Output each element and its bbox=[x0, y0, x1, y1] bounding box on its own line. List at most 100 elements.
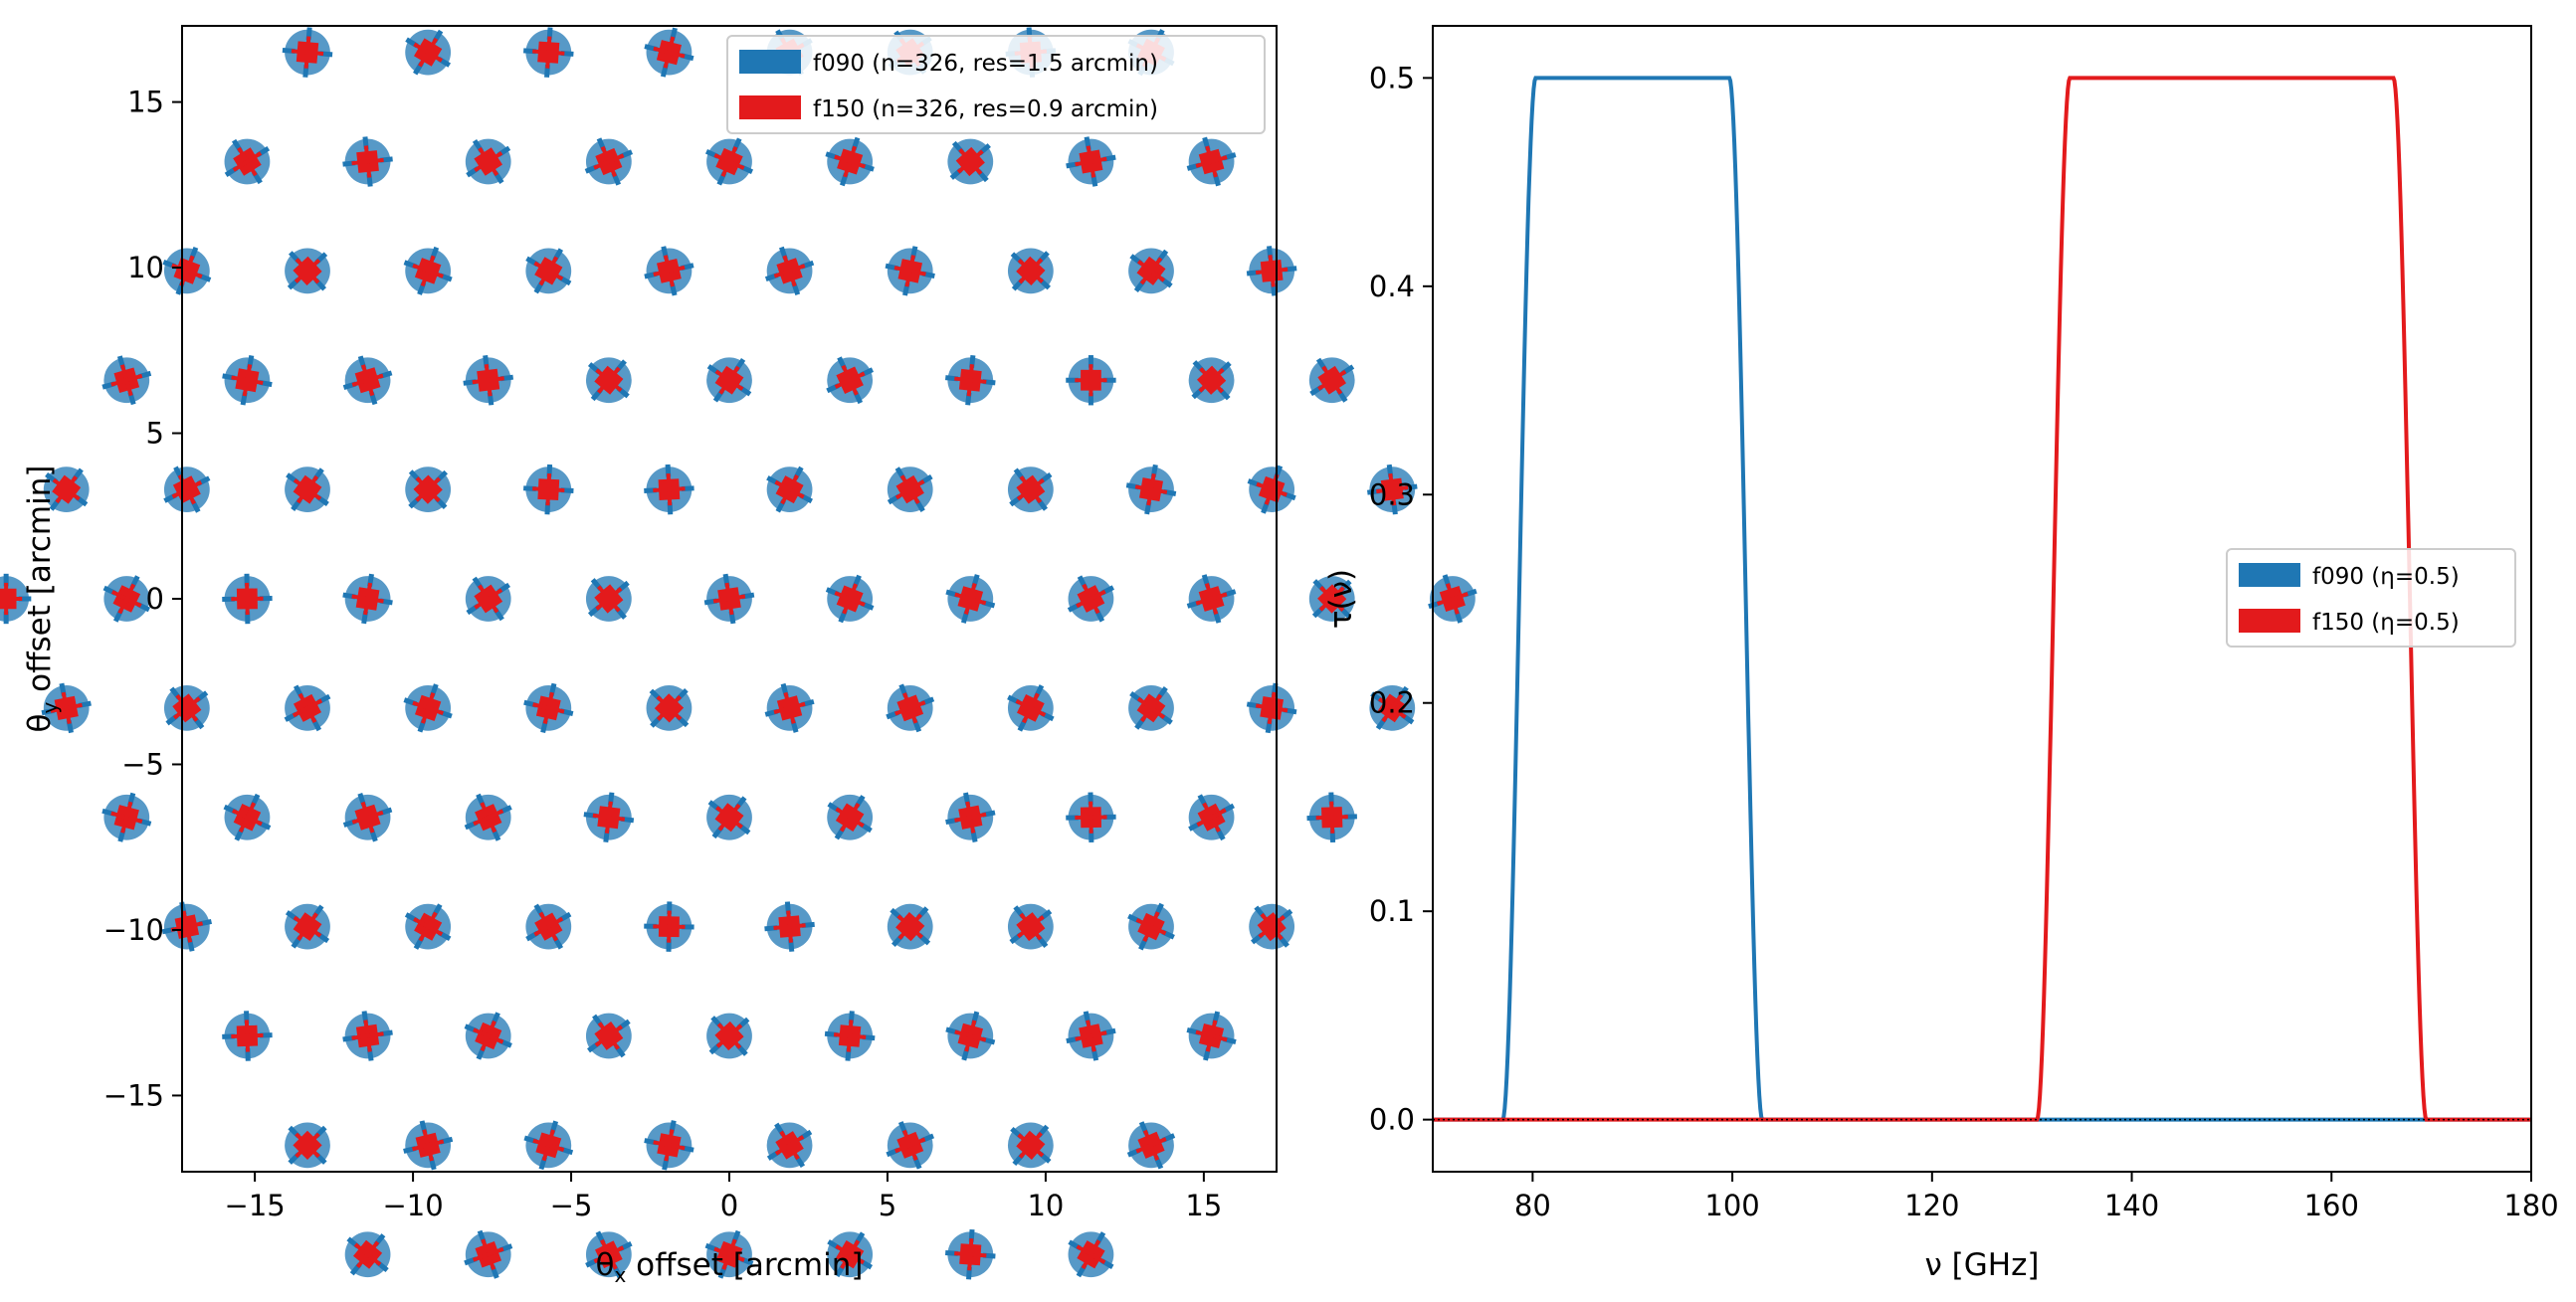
right-y-tick-label: 0.2 bbox=[1369, 686, 1415, 720]
feedhorn bbox=[585, 1230, 633, 1278]
f150-polarization-line bbox=[55, 475, 78, 504]
feedhorn bbox=[1188, 794, 1235, 841]
feedhorn bbox=[945, 1011, 996, 1061]
f150-polarization-line bbox=[1016, 477, 1045, 501]
feedhorn bbox=[1066, 355, 1116, 406]
f150-polarization-line bbox=[664, 1129, 675, 1162]
f150-polarization-line bbox=[667, 910, 672, 943]
feedhorn bbox=[222, 1011, 273, 1061]
feedhorn bbox=[764, 682, 815, 733]
f150-polarization-line bbox=[656, 694, 683, 721]
feedhorn bbox=[465, 576, 511, 622]
feedhorn bbox=[826, 356, 875, 405]
left-y-tick-label: 0 bbox=[146, 582, 164, 616]
f090-legend-label: f090 (n=326, res=1.5 arcmin) bbox=[813, 51, 1158, 77]
feedhorn bbox=[886, 1121, 934, 1170]
feedhorn bbox=[1066, 792, 1116, 842]
feedhorn bbox=[885, 246, 935, 296]
feedhorn bbox=[585, 357, 632, 404]
feedhorn bbox=[522, 27, 574, 78]
feedhorn bbox=[825, 136, 875, 187]
f150-polarization-line bbox=[351, 810, 384, 825]
feedhorn bbox=[1306, 792, 1357, 842]
feedhorn bbox=[161, 901, 213, 952]
right-x-axis-label: ν [GHz] bbox=[1925, 1247, 2040, 1283]
left-x-tick-label: 5 bbox=[879, 1189, 896, 1222]
f150-polarization-line bbox=[653, 265, 686, 277]
feedhorn bbox=[887, 903, 933, 950]
feedhorn bbox=[403, 246, 453, 295]
feedhorn bbox=[944, 354, 996, 406]
right-plot-frame bbox=[1432, 25, 2532, 1173]
feedhorn bbox=[101, 792, 152, 842]
f150-polarization-line bbox=[721, 1238, 737, 1270]
feedhorn bbox=[525, 903, 572, 950]
feedhorn bbox=[1007, 1122, 1054, 1169]
f150-polarization-line bbox=[1376, 485, 1409, 494]
right-x-tick-label: 180 bbox=[2503, 1189, 2558, 1222]
f150-polarization-line bbox=[718, 365, 740, 395]
f150-polarization-line bbox=[774, 1135, 805, 1156]
f150-polarization-line bbox=[351, 157, 384, 166]
f150-legend-label: f150 (n=326, res=0.9 arcmin) bbox=[813, 96, 1158, 122]
feedhorn bbox=[827, 1231, 874, 1278]
feedhorn bbox=[644, 464, 694, 515]
feedhorn bbox=[644, 1120, 694, 1171]
f150-polarization-line bbox=[232, 151, 263, 172]
feedhorn bbox=[886, 683, 935, 733]
f150-polarization-line bbox=[418, 911, 438, 942]
f150-polarization-line bbox=[1076, 589, 1106, 609]
f090-legend-swatch bbox=[739, 50, 801, 74]
f150-polarization-line bbox=[894, 1137, 926, 1154]
f150-polarization-line bbox=[474, 588, 503, 610]
f150-polarization-line bbox=[1195, 592, 1228, 606]
feedhorn bbox=[523, 1120, 574, 1171]
feedhorn bbox=[342, 136, 393, 187]
f150-polarization-line bbox=[1267, 691, 1277, 725]
f150-polarization-line bbox=[1018, 1131, 1043, 1159]
right-x-tick-label: 80 bbox=[1514, 1189, 1551, 1222]
f150-polarization-line bbox=[773, 923, 806, 931]
f150-polarization-line bbox=[839, 803, 861, 833]
f150-polarization-line bbox=[538, 256, 559, 286]
f150-polarization-line bbox=[1381, 693, 1404, 723]
feedhorn bbox=[1246, 682, 1297, 734]
f150-polarization-line bbox=[242, 364, 253, 397]
f150-polarization-line bbox=[172, 696, 201, 720]
feedhorn bbox=[222, 355, 273, 406]
feedhorn bbox=[282, 27, 333, 78]
feedhorn bbox=[764, 246, 815, 296]
left-x-tick-label: 10 bbox=[1027, 1189, 1064, 1222]
left-axis-ticks: −15 −10 −5 0 5 10 15 −15 −10 −5 0 5 10 15 bbox=[103, 86, 1223, 1222]
feedhorn bbox=[706, 1013, 752, 1059]
feedhorn bbox=[523, 682, 574, 733]
f150-polarization-line bbox=[1436, 592, 1469, 606]
left-x-tick-label: −15 bbox=[225, 1189, 286, 1222]
f150-polarization-line bbox=[956, 149, 984, 174]
f150-polarization-line bbox=[473, 809, 504, 827]
f150-polarization-line bbox=[355, 1240, 380, 1268]
feedhorn bbox=[224, 138, 271, 185]
feedhorn bbox=[764, 901, 815, 952]
feedhorn bbox=[101, 355, 152, 406]
left-x-tick-label: −10 bbox=[382, 1189, 443, 1222]
feedhorn bbox=[945, 574, 996, 624]
right-y-axis-label: τ(ν) bbox=[1323, 569, 1359, 629]
left-y-tick-label: −10 bbox=[103, 913, 164, 947]
f150-polarization-line bbox=[418, 37, 439, 68]
feedhorn bbox=[1188, 357, 1235, 404]
f150-band-legend-swatch bbox=[2239, 609, 2300, 633]
feedhorn bbox=[1066, 1011, 1116, 1061]
feedhorn bbox=[584, 137, 634, 186]
f150-polarization-line bbox=[720, 145, 738, 178]
feedhorn bbox=[646, 684, 693, 731]
feedhorn-marks bbox=[0, 27, 1478, 1280]
f150-polarization-line bbox=[964, 1020, 977, 1052]
feedhorn bbox=[766, 1122, 813, 1169]
f150-polarization-line bbox=[1315, 815, 1348, 821]
feedhorn bbox=[1247, 465, 1296, 514]
feedhorn bbox=[706, 357, 752, 404]
f150-polarization-line bbox=[238, 802, 257, 834]
f150-polarization-line bbox=[834, 371, 866, 389]
